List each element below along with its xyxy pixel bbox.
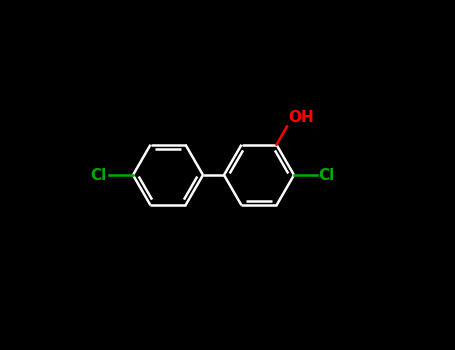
Text: Cl: Cl [318, 168, 335, 182]
Text: Cl: Cl [91, 168, 107, 182]
Text: OH: OH [288, 110, 314, 125]
